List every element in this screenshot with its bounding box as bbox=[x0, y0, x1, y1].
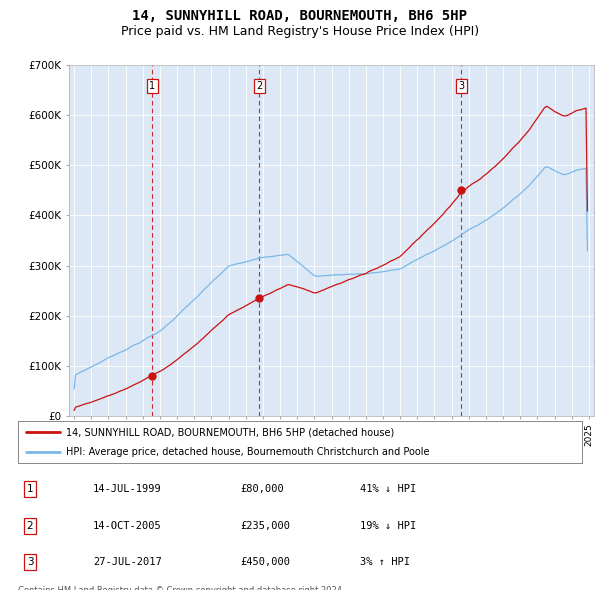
Text: Contains HM Land Registry data © Crown copyright and database right 2024.
This d: Contains HM Land Registry data © Crown c… bbox=[18, 586, 344, 590]
Text: Price paid vs. HM Land Registry's House Price Index (HPI): Price paid vs. HM Land Registry's House … bbox=[121, 25, 479, 38]
Text: £80,000: £80,000 bbox=[240, 484, 284, 494]
Text: 19% ↓ HPI: 19% ↓ HPI bbox=[360, 521, 416, 531]
Text: 14, SUNNYHILL ROAD, BOURNEMOUTH, BH6 5HP (detached house): 14, SUNNYHILL ROAD, BOURNEMOUTH, BH6 5HP… bbox=[66, 427, 394, 437]
Text: 27-JUL-2017: 27-JUL-2017 bbox=[93, 558, 162, 568]
Text: 3% ↑ HPI: 3% ↑ HPI bbox=[360, 558, 410, 568]
Text: 2: 2 bbox=[26, 521, 34, 531]
Text: 1: 1 bbox=[26, 484, 34, 494]
Text: 3: 3 bbox=[458, 81, 464, 91]
Text: 14-JUL-1999: 14-JUL-1999 bbox=[93, 484, 162, 494]
Text: 41% ↓ HPI: 41% ↓ HPI bbox=[360, 484, 416, 494]
Text: 14, SUNNYHILL ROAD, BOURNEMOUTH, BH6 5HP: 14, SUNNYHILL ROAD, BOURNEMOUTH, BH6 5HP bbox=[133, 9, 467, 23]
Text: 1: 1 bbox=[149, 81, 155, 91]
Text: HPI: Average price, detached house, Bournemouth Christchurch and Poole: HPI: Average price, detached house, Bour… bbox=[66, 447, 430, 457]
Text: 2: 2 bbox=[256, 81, 262, 91]
Text: £450,000: £450,000 bbox=[240, 558, 290, 568]
Text: 3: 3 bbox=[26, 558, 34, 568]
Text: £235,000: £235,000 bbox=[240, 521, 290, 531]
Text: 14-OCT-2005: 14-OCT-2005 bbox=[93, 521, 162, 531]
